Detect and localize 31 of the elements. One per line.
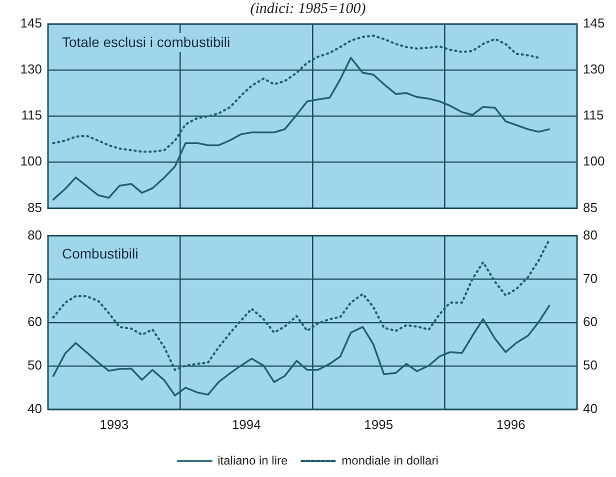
y2-tick-label: 100 xyxy=(583,154,605,169)
y-tick-label: 115 xyxy=(21,108,42,123)
y-tick-label: 100 xyxy=(20,154,42,169)
y2-tick-label: 145 xyxy=(583,16,605,31)
line-series xyxy=(52,34,540,153)
y2-tick-label: 40 xyxy=(583,400,598,416)
y-tick-label: 80 xyxy=(28,227,42,242)
y-tick-label: 85 xyxy=(28,200,42,215)
y2-tick-label: 130 xyxy=(583,62,605,77)
y-tick-label: 40 xyxy=(28,400,42,416)
legend-label: mondiale in dollari xyxy=(342,453,438,468)
y-tick-label: 60 xyxy=(28,314,42,330)
y2-tick-label: 115 xyxy=(583,108,604,123)
y2-tick-label: 80 xyxy=(583,227,598,242)
x-tick-label: 1993 xyxy=(100,416,129,432)
y-tick-label: 145 xyxy=(20,16,42,31)
x-tick-label: 1994 xyxy=(232,416,261,432)
y-tick-label: 130 xyxy=(20,62,42,77)
y-tick-label: 50 xyxy=(28,358,42,373)
line-series xyxy=(52,238,550,372)
y2-tick-label: 70 xyxy=(583,270,598,286)
y2-tick-label: 60 xyxy=(583,314,598,330)
x-tick-label: 1996 xyxy=(496,416,526,432)
annotation: Combustibili xyxy=(62,246,138,262)
y2-tick-label: 50 xyxy=(583,358,598,373)
legend-label: italiano in lire xyxy=(218,453,288,468)
y-tick-label: 70 xyxy=(28,270,42,286)
x-tick-label: 1995 xyxy=(364,416,394,432)
y2-tick-label: 85 xyxy=(583,200,598,215)
annotation: Totale esclusi i combustibili xyxy=(62,34,230,50)
chart-title: (indici: 1985=100) xyxy=(250,0,366,17)
